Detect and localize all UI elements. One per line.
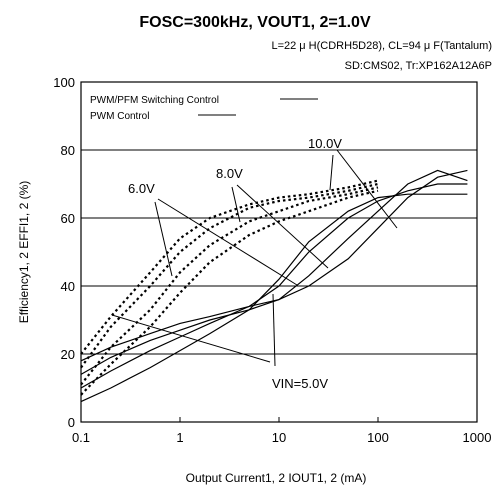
y-tick-labels: 0 20 40 60 80 100	[53, 75, 75, 430]
series-line-4	[80, 189, 379, 396]
arrow-6v	[154, 201, 173, 277]
legend-label-switching: PWM/PFM Switching Control	[90, 95, 219, 106]
x-tick-label: 100	[367, 430, 389, 445]
annotation-labels: 10.0V 8.0V 6.0V VIN=5.0V	[128, 136, 342, 391]
x-tick-label: 10	[272, 430, 286, 445]
x-axis-label: Output Current1, 2 IOUT1, 2 (mA)	[186, 471, 367, 485]
legend-label-pwm: PWM Control	[90, 111, 149, 122]
arrow-6v-b	[157, 198, 298, 286]
series-line-6	[80, 169, 468, 375]
plot-frame	[80, 81, 478, 423]
series-layer	[80, 169, 468, 403]
conditions-line-1: L=22 μ H(CDRH5D28), CL=94 μ F(Tantalum)	[271, 40, 492, 52]
y-tick-label: 100	[53, 75, 75, 90]
arrow-10v	[336, 149, 398, 229]
series-line-8	[80, 193, 468, 403]
series-line-3	[80, 186, 379, 386]
gridlines	[80, 81, 478, 423]
annotation-8v: 8.0V	[216, 166, 243, 181]
arrow-10v-b	[329, 154, 334, 191]
y-tick-label: 40	[61, 279, 75, 294]
series-line-1	[80, 179, 379, 355]
arrow-8v-b	[236, 184, 329, 269]
chart-title: FOSC=300kHz, VOUT1, 2=1.0V	[139, 14, 371, 31]
arrow-5v-b	[272, 293, 276, 367]
arrow-8v	[231, 186, 241, 223]
x-tick-label: 1	[176, 430, 183, 445]
arrow-5v	[111, 314, 271, 363]
y-tick-label: 60	[61, 211, 75, 226]
y-tick-label: 20	[61, 347, 75, 362]
annotation-arrows	[111, 149, 398, 367]
x-tick-label: 0.1	[72, 430, 90, 445]
y-axis-label: Efficiency1, 2 EFFI1, 2 (%)	[17, 181, 31, 324]
x-tick-labels: 0.1 1 10 100 1000	[72, 430, 492, 445]
annotation-6v: 6.0V	[128, 181, 155, 196]
series-line-7	[80, 183, 468, 389]
annotation-10v: 10.0V	[308, 136, 342, 151]
legend: PWM/PFM Switching Control PWM Control	[86, 88, 318, 128]
annotation-vin-5v: VIN=5.0V	[272, 376, 328, 391]
x-tick-label: 1000	[463, 430, 492, 445]
series-line-2	[80, 182, 379, 369]
conditions-line-2: SD:CMS02, Tr:XP162A12A6P	[345, 60, 492, 72]
y-tick-label: 80	[61, 143, 75, 158]
y-tick-label: 0	[68, 415, 75, 430]
legend-box	[86, 88, 258, 128]
